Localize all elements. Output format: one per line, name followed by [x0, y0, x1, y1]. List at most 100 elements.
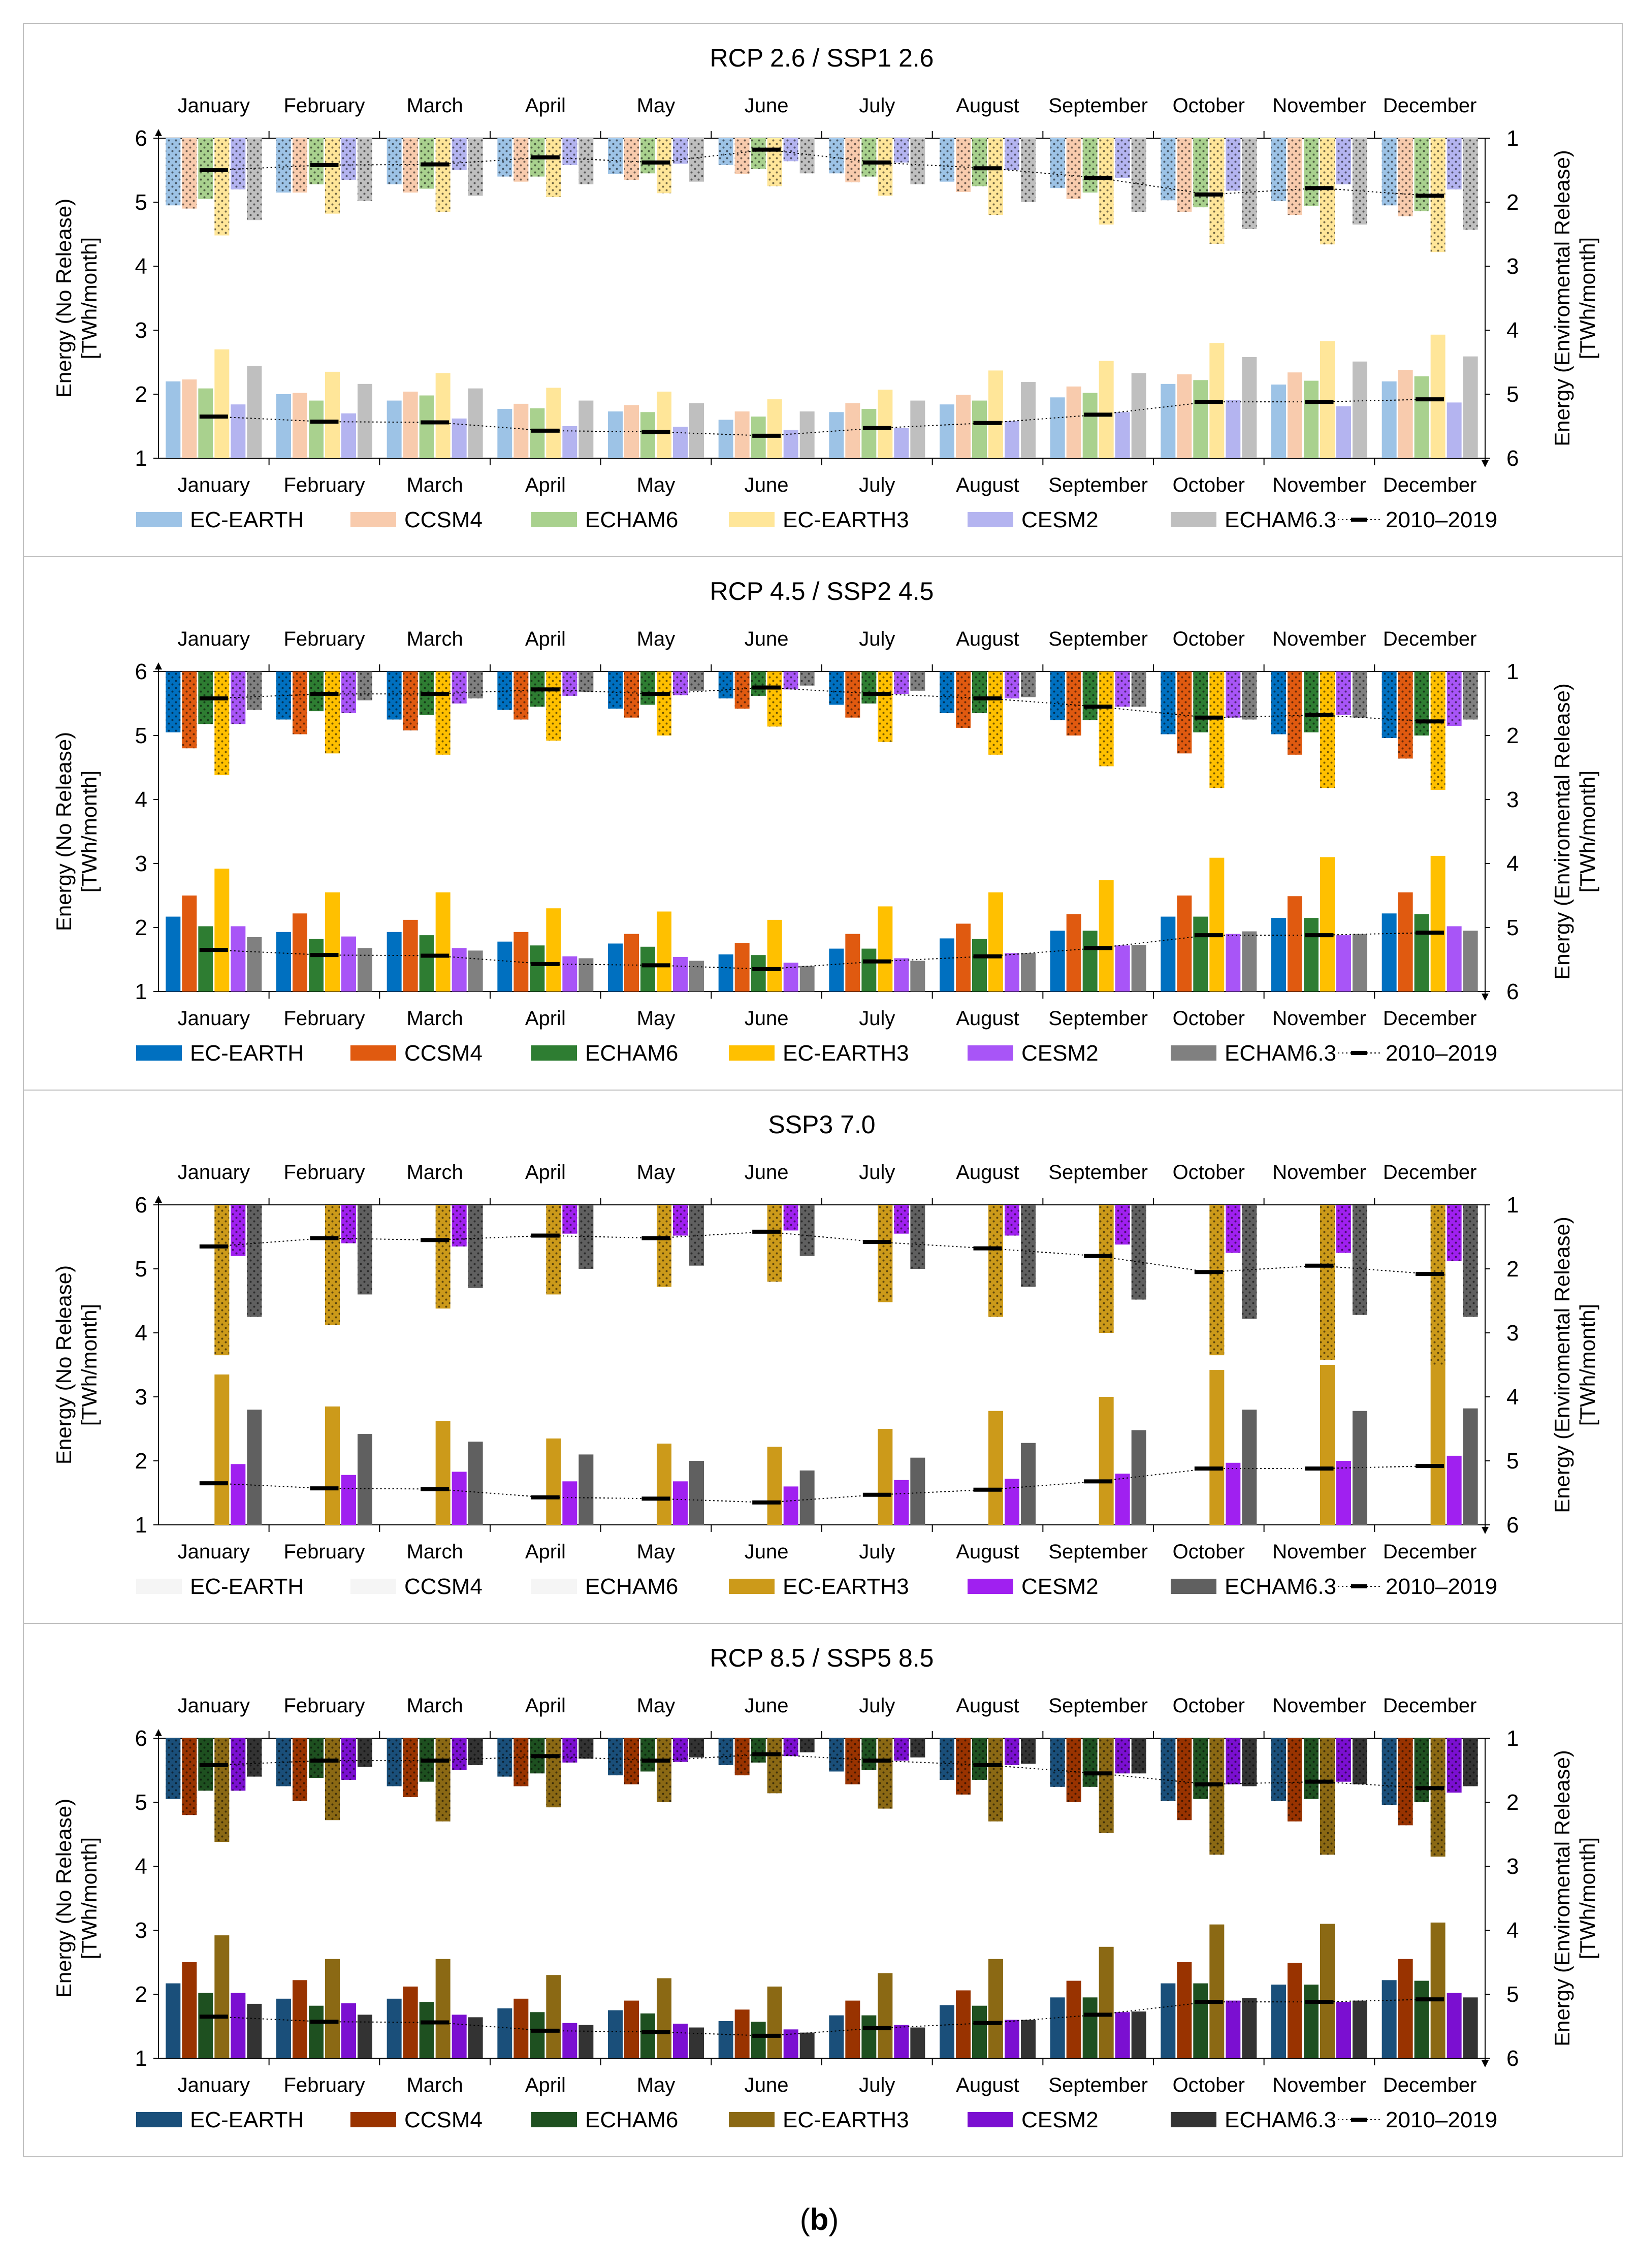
bar-no-release [1005, 421, 1019, 458]
bar-env-release-pattern [1430, 1738, 1445, 1857]
bar-no-release [1242, 1410, 1257, 1525]
bar-no-release [419, 395, 434, 458]
bar-env-release-pattern [956, 1738, 971, 1795]
bar-env-release-pattern [1005, 672, 1019, 698]
left-axis-title-line1: Energy (No Release) [52, 1799, 76, 1998]
legend-swatch [136, 1045, 182, 1061]
left-tick-label: 4 [135, 787, 147, 812]
panel-border [23, 1623, 1623, 2157]
bar-no-release [1050, 931, 1065, 992]
bar-env-release-pattern [214, 1205, 230, 1356]
bar-env-release-pattern [657, 1205, 671, 1287]
bar-no-release [734, 2009, 750, 2058]
bar-env-release-pattern [341, 138, 356, 180]
month-label-bottom: March [407, 474, 463, 496]
bar-no-release [799, 966, 815, 992]
bar-env-release-pattern [247, 672, 262, 710]
right-tick-label: 3 [1506, 1854, 1519, 1879]
bar-env-release-pattern [1336, 138, 1351, 184]
bar-no-release [878, 1429, 893, 1525]
bar-env-release-pattern [1161, 1738, 1176, 1801]
bar-env-release-pattern [358, 1205, 372, 1295]
bar-env-release-pattern [1242, 138, 1257, 229]
bar-env-release-pattern [1066, 138, 1081, 199]
bar-no-release [1226, 2000, 1241, 2058]
bar-env-release-pattern [608, 1738, 623, 1776]
right-tick-label: 3 [1506, 787, 1519, 812]
bar-env-release-pattern [1430, 1205, 1445, 1365]
bar-env-release-pattern [546, 1205, 561, 1295]
bar-no-release [1066, 1980, 1081, 2058]
bar-env-release-pattern [1320, 672, 1335, 788]
bar-env-release-pattern [1021, 672, 1036, 697]
bar-env-release-pattern [452, 138, 467, 170]
bar-env-release-pattern [293, 1738, 307, 1801]
bar-no-release [657, 391, 671, 458]
bar-no-release [1099, 1397, 1114, 1525]
bar-no-release [1353, 2000, 1367, 2058]
bar-env-release-pattern [894, 1738, 909, 1761]
bar-env-release-pattern [799, 1738, 815, 1752]
bar-no-release [452, 2015, 467, 2058]
bar-env-release-pattern [182, 672, 197, 749]
right-axis-title-line1: Energy (Enviromental Release) [1550, 1217, 1574, 1513]
bar-no-release [988, 1959, 1003, 2058]
legend-label: EC-EARTH [190, 1574, 304, 1599]
bar-env-release-pattern [845, 1738, 860, 1784]
bar-env-release-pattern [1050, 138, 1065, 188]
bar-env-release-pattern [767, 1738, 782, 1794]
bar-no-release [845, 2000, 860, 2058]
bar-no-release [293, 1980, 307, 2058]
bar-env-release-pattern [1414, 138, 1429, 211]
bar-no-release [988, 370, 1003, 458]
bar-env-release-pattern [1271, 1738, 1286, 1801]
bar-env-release-pattern [1381, 1738, 1397, 1805]
left-tick-label: 1 [135, 979, 147, 1004]
bar-env-release-pattern [1050, 1738, 1065, 1787]
bar-no-release [878, 906, 893, 992]
bar-env-release-pattern [1209, 1738, 1225, 1855]
month-label-bottom: November [1272, 1541, 1366, 1563]
bar-env-release-pattern [468, 1205, 483, 1288]
bar-env-release-pattern [1099, 138, 1114, 225]
bar-no-release [276, 932, 291, 992]
bar-env-release-pattern [562, 138, 577, 165]
legend-label: EC-EARTH3 [783, 2107, 909, 2132]
bar-env-release-pattern [1099, 1738, 1114, 1833]
month-label-top: February [283, 628, 365, 650]
bar-no-release [579, 400, 594, 458]
bar-no-release [387, 400, 402, 458]
bar-no-release [783, 430, 798, 458]
bar-env-release-pattern [689, 138, 704, 182]
bar-env-release-pattern [1050, 672, 1065, 720]
bar-env-release-pattern [247, 1738, 262, 1777]
bar-no-release [1161, 1983, 1176, 2058]
bar-no-release [452, 948, 467, 992]
month-label-top: August [956, 628, 1019, 650]
month-label-bottom: September [1048, 1541, 1148, 1563]
bar-no-release [956, 395, 971, 458]
bar-env-release-pattern [1463, 1205, 1478, 1317]
month-label-top: October [1173, 1161, 1245, 1184]
bar-env-release-pattern [972, 672, 987, 713]
right-axis-title: Energy (Enviromental Release)[TWh/month] [1550, 150, 1599, 446]
bar-no-release [1005, 2020, 1019, 2058]
bar-no-release [640, 946, 655, 992]
bar-no-release [657, 1443, 671, 1525]
bar-no-release [673, 956, 688, 992]
bar-no-release [1304, 918, 1319, 992]
bar-no-release [341, 936, 356, 992]
bar-no-release [1021, 382, 1036, 458]
bar-no-release [309, 939, 324, 992]
bar-no-release [1463, 1997, 1478, 2058]
month-label-bottom: December [1383, 474, 1477, 496]
bar-env-release-pattern [1131, 1205, 1146, 1300]
left-tick-label: 4 [135, 1854, 147, 1879]
month-label-bottom: August [956, 474, 1019, 496]
month-label-bottom: May [637, 1541, 676, 1563]
bar-no-release [562, 956, 577, 992]
legend-label: ECHAM6.3 [1225, 1041, 1336, 1066]
bar-env-release-pattern [1005, 1738, 1019, 1765]
bar-env-release-pattern [325, 672, 340, 754]
bar-no-release [608, 411, 623, 458]
